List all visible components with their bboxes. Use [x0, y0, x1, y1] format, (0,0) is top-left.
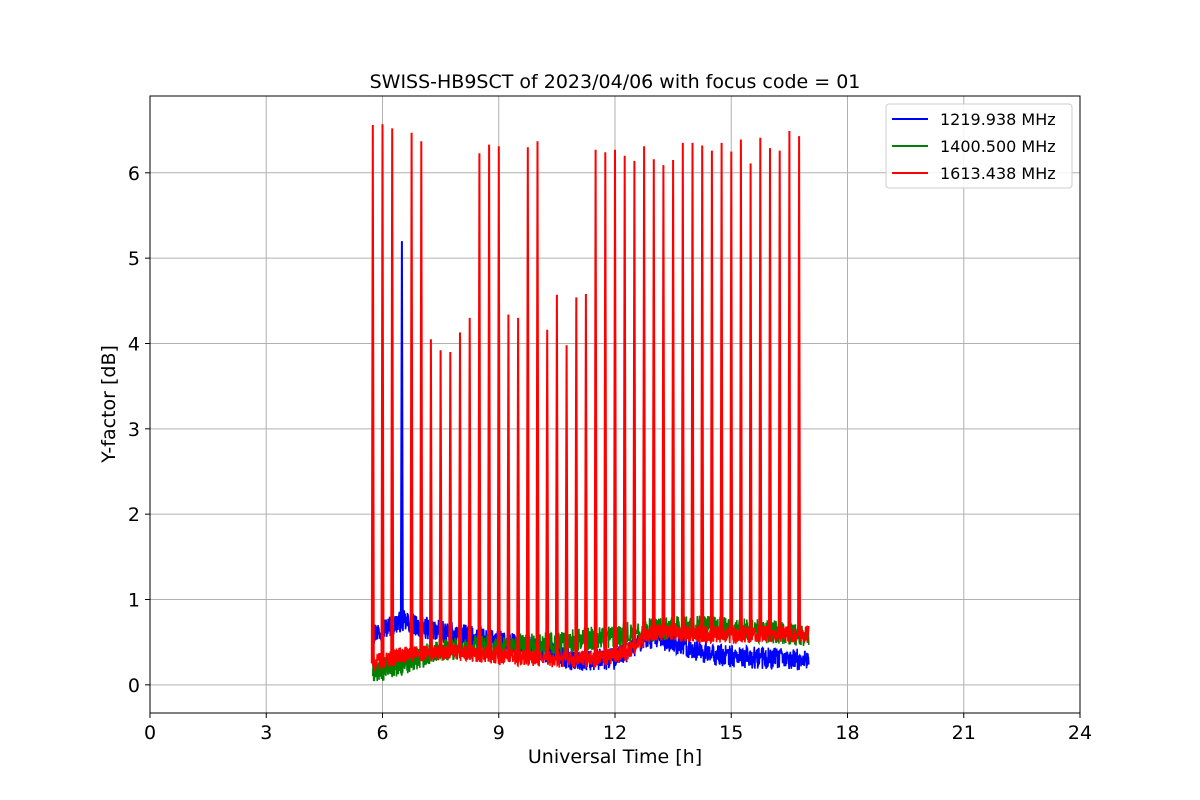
series-spike-3: [622, 155, 627, 653]
y-tick-label: 6: [128, 163, 140, 185]
series-spike-3: [584, 293, 588, 660]
series-layer: [370, 124, 810, 682]
series-spike-3: [632, 160, 637, 647]
x-tick-label: 21: [952, 722, 976, 744]
x-tick-label: 0: [144, 722, 156, 744]
series-spike-3: [545, 329, 550, 659]
x-tick-label: 6: [376, 722, 388, 744]
series-spike-3: [651, 159, 656, 632]
legend-box: [885, 103, 1073, 189]
series-spike-3: [477, 153, 482, 655]
series-spike-3: [709, 150, 714, 635]
legend-label: 1400.500 MHz: [940, 137, 1056, 156]
legend: 1219.938 MHz 1400.500 MHz 1613.438 MHz: [885, 103, 1073, 189]
y-tick-label: 1: [128, 589, 140, 611]
series-spike-3: [535, 141, 540, 659]
series-spike-3: [661, 165, 666, 633]
series-spike-3: [719, 142, 724, 635]
series-spike-3: [409, 132, 414, 655]
series-spike-3: [700, 145, 705, 635]
series-spike-3: [419, 141, 424, 654]
series-spike-3: [390, 128, 395, 658]
series-spike-3: [613, 149, 617, 656]
series-spike-3: [380, 124, 385, 661]
series-spike-3: [525, 147, 530, 659]
series-spike-3: [758, 137, 763, 635]
series-spike-3: [671, 159, 676, 633]
x-tick-label: 18: [835, 722, 859, 744]
y-tick-label: 4: [128, 333, 140, 355]
series-line-3: [372, 623, 810, 672]
series-spike-3: [554, 294, 559, 660]
chart-title: SWISS-HB9SCT of 2023/04/06 with focus co…: [370, 71, 861, 93]
series-spike-3: [574, 297, 579, 660]
y-tick-label: 3: [128, 419, 140, 441]
x-tick-label: 24: [1068, 722, 1092, 744]
x-tick-label: 15: [719, 722, 743, 744]
series-spike-3: [593, 149, 598, 660]
series-spike-3: [739, 139, 743, 635]
series-spike-3: [690, 142, 695, 634]
series-spike-3: [768, 148, 772, 634]
series-spike-3: [429, 339, 433, 654]
y-axis-label: Y-factor [dB]: [98, 345, 120, 464]
series-spike-3: [797, 136, 801, 634]
x-tick-label: 9: [493, 722, 505, 744]
y-tick-label: 0: [128, 675, 140, 697]
series-spike-3: [467, 317, 472, 654]
series-spike-3: [564, 345, 569, 660]
series-spike-3: [642, 146, 646, 640]
y-axis: 0 1 2 3 4 5 6: [128, 163, 150, 697]
series-spike-3: [729, 151, 734, 636]
x-tick-label: 12: [603, 722, 627, 744]
legend-label: 1219.938 MHz: [940, 110, 1056, 129]
x-tick-label: 3: [260, 722, 272, 744]
legend-label: 1613.438 MHz: [940, 164, 1056, 183]
y-tick-label: 2: [128, 504, 140, 526]
x-axis-label: Universal Time [h]: [528, 746, 702, 768]
series-spike-3: [458, 332, 462, 654]
series-spike-3: [496, 146, 501, 656]
series-spike-1: [399, 241, 404, 621]
series-spike-3: [370, 124, 375, 664]
series-spike-3: [603, 152, 608, 658]
series-line-1: [372, 610, 810, 671]
series-spike-3: [787, 130, 792, 634]
series-spike-3: [448, 351, 453, 653]
x-axis: 0 3 6 9 12 15 18 21 24: [144, 713, 1092, 744]
y-tick-label: 5: [128, 248, 140, 270]
series-spike-3: [487, 144, 491, 656]
series-spike-3: [438, 350, 443, 653]
series-spike-3: [777, 150, 782, 634]
series-spike-3: [506, 314, 511, 657]
series-spike-3: [748, 163, 753, 635]
series-spike-3: [516, 317, 521, 658]
series-spike-3: [680, 142, 685, 634]
